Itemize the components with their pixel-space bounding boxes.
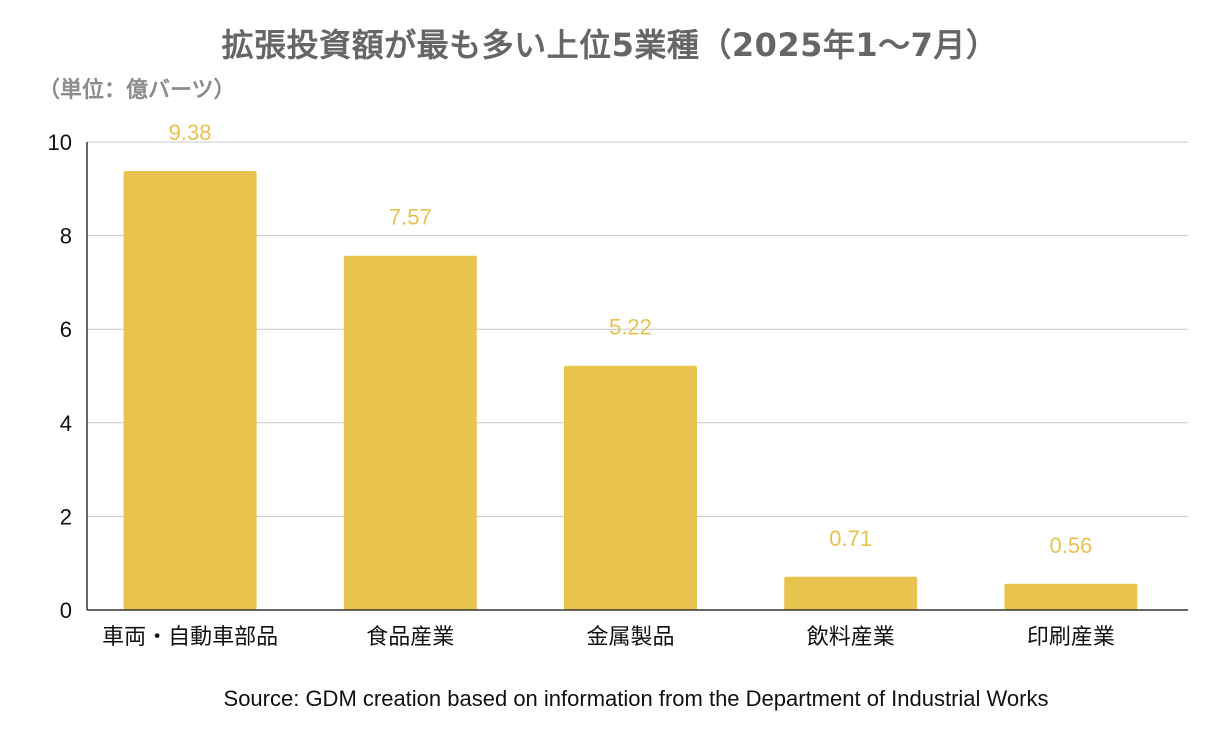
x-category-label-4: 印刷産業 [1027, 625, 1115, 650]
x-category-label-3: 飲料産業 [807, 625, 895, 650]
source-note: Source: GDM creation based on informatio… [223, 686, 1049, 711]
data-label-4: 0.56 [1049, 533, 1092, 558]
y-tick-label-4: 4 [60, 411, 72, 436]
bar-4 [1004, 583, 1138, 610]
bar-3 [784, 576, 918, 610]
data-label-2: 5.22 [609, 315, 652, 340]
y-tick-label-8: 8 [60, 224, 72, 249]
x-category-label-2: 金属製品 [586, 625, 674, 650]
data-label-1: 7.57 [389, 205, 432, 230]
y-tick-label-10: 10 [48, 130, 72, 155]
bar-0 [123, 171, 257, 611]
bar-1 [343, 255, 477, 610]
labels: 0 2 4 6 8 10 9.38 車両・自動車部品 7.57 食品産業 5.22 金属製品 0.71 飲… [48, 120, 1188, 650]
unit-label: （単位：億バーツ） [38, 78, 236, 103]
y-tick-label-6: 6 [60, 317, 72, 342]
bars [123, 171, 1138, 611]
bar-2 [564, 365, 697, 610]
data-label-3: 0.71 [829, 526, 872, 551]
data-label-0: 9.38 [169, 120, 212, 145]
y-tick-label-2: 2 [60, 504, 72, 529]
chart-title: 拡張投資額が最も多い上位5業種（2025年1〜7月） [221, 26, 999, 64]
y-tick-label-0: 0 [60, 598, 72, 623]
x-category-label-0: 車両・自動車部品 [102, 625, 278, 650]
x-category-label-1: 食品産業 [366, 625, 454, 650]
